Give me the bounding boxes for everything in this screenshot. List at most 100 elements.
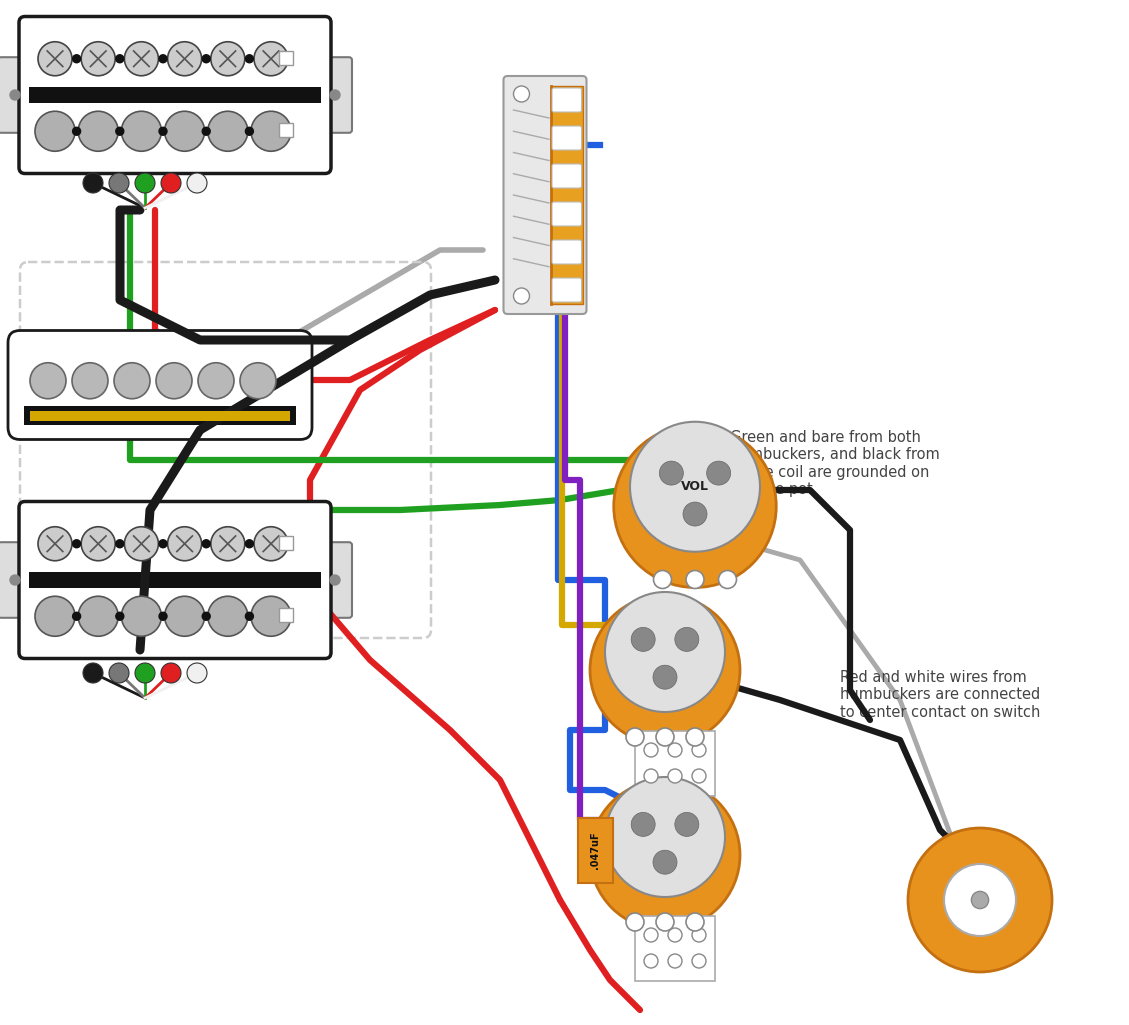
Circle shape bbox=[72, 54, 80, 63]
Circle shape bbox=[631, 813, 655, 836]
Circle shape bbox=[668, 743, 682, 757]
Bar bbox=[279, 608, 294, 622]
Circle shape bbox=[675, 813, 699, 836]
Circle shape bbox=[156, 363, 192, 399]
Circle shape bbox=[675, 627, 699, 652]
Bar bbox=[578, 818, 613, 883]
Circle shape bbox=[72, 363, 108, 399]
Circle shape bbox=[254, 527, 288, 561]
Bar bbox=[279, 51, 294, 65]
Circle shape bbox=[245, 540, 253, 547]
Circle shape bbox=[165, 112, 204, 152]
Circle shape bbox=[159, 612, 167, 620]
Circle shape bbox=[72, 540, 80, 547]
Circle shape bbox=[683, 502, 707, 526]
Circle shape bbox=[35, 112, 75, 152]
Circle shape bbox=[944, 864, 1016, 936]
Circle shape bbox=[110, 173, 129, 193]
Circle shape bbox=[165, 597, 204, 637]
Circle shape bbox=[110, 663, 129, 683]
Circle shape bbox=[167, 527, 202, 561]
FancyBboxPatch shape bbox=[504, 76, 586, 314]
Circle shape bbox=[167, 42, 202, 76]
Circle shape bbox=[659, 461, 683, 485]
Circle shape bbox=[614, 425, 777, 587]
Circle shape bbox=[656, 728, 674, 746]
Text: .047uF: .047uF bbox=[590, 831, 599, 869]
Circle shape bbox=[208, 112, 247, 152]
Circle shape bbox=[78, 597, 119, 637]
Circle shape bbox=[72, 127, 80, 135]
Circle shape bbox=[718, 571, 736, 588]
Circle shape bbox=[668, 769, 682, 783]
Circle shape bbox=[116, 540, 124, 547]
Text: Green and bare from both
humbuckers, and black from
single coil are grounded on
: Green and bare from both humbuckers, and… bbox=[730, 430, 939, 497]
FancyBboxPatch shape bbox=[552, 202, 581, 226]
Circle shape bbox=[707, 461, 730, 485]
Circle shape bbox=[631, 627, 655, 652]
Circle shape bbox=[692, 954, 706, 968]
Circle shape bbox=[605, 777, 725, 897]
Circle shape bbox=[590, 594, 739, 745]
FancyBboxPatch shape bbox=[29, 572, 321, 588]
Text: VOL: VOL bbox=[681, 481, 709, 493]
Circle shape bbox=[84, 173, 103, 193]
Circle shape bbox=[644, 954, 658, 968]
Circle shape bbox=[908, 828, 1052, 972]
Circle shape bbox=[38, 527, 72, 561]
Circle shape bbox=[124, 42, 158, 76]
Circle shape bbox=[251, 112, 291, 152]
Circle shape bbox=[208, 597, 247, 637]
Bar bbox=[634, 915, 715, 981]
Circle shape bbox=[653, 850, 677, 874]
FancyBboxPatch shape bbox=[19, 501, 331, 658]
Circle shape bbox=[114, 363, 150, 399]
Circle shape bbox=[159, 540, 167, 547]
Circle shape bbox=[161, 663, 181, 683]
Circle shape bbox=[668, 954, 682, 968]
Circle shape bbox=[240, 363, 275, 399]
FancyBboxPatch shape bbox=[552, 126, 581, 150]
Circle shape bbox=[692, 743, 706, 757]
Bar bbox=[279, 123, 294, 137]
Circle shape bbox=[211, 42, 245, 76]
FancyBboxPatch shape bbox=[0, 57, 32, 133]
Circle shape bbox=[72, 612, 80, 620]
Circle shape bbox=[135, 663, 155, 683]
Circle shape bbox=[35, 597, 75, 637]
Circle shape bbox=[187, 173, 207, 193]
Circle shape bbox=[590, 780, 739, 930]
Bar bbox=[279, 536, 294, 549]
Circle shape bbox=[625, 913, 644, 931]
Bar bbox=[551, 86, 583, 304]
Circle shape bbox=[686, 913, 704, 931]
FancyBboxPatch shape bbox=[8, 330, 312, 440]
Circle shape bbox=[686, 571, 704, 588]
Circle shape bbox=[644, 743, 658, 757]
Circle shape bbox=[251, 597, 291, 637]
Circle shape bbox=[187, 663, 207, 683]
Circle shape bbox=[38, 42, 72, 76]
Circle shape bbox=[198, 363, 234, 399]
Circle shape bbox=[211, 527, 245, 561]
Circle shape bbox=[161, 173, 181, 193]
Circle shape bbox=[202, 127, 210, 135]
Circle shape bbox=[202, 612, 210, 620]
Circle shape bbox=[644, 769, 658, 783]
Circle shape bbox=[81, 42, 115, 76]
Circle shape bbox=[692, 769, 706, 783]
Circle shape bbox=[30, 363, 65, 399]
Circle shape bbox=[625, 728, 644, 746]
Circle shape bbox=[330, 575, 340, 585]
Circle shape bbox=[84, 663, 103, 683]
FancyBboxPatch shape bbox=[19, 16, 331, 173]
Circle shape bbox=[654, 571, 672, 588]
Circle shape bbox=[605, 592, 725, 712]
FancyBboxPatch shape bbox=[552, 278, 581, 302]
FancyBboxPatch shape bbox=[552, 240, 581, 264]
Circle shape bbox=[692, 928, 706, 942]
FancyBboxPatch shape bbox=[318, 57, 352, 133]
Circle shape bbox=[122, 112, 161, 152]
Circle shape bbox=[116, 54, 124, 63]
Circle shape bbox=[245, 127, 253, 135]
